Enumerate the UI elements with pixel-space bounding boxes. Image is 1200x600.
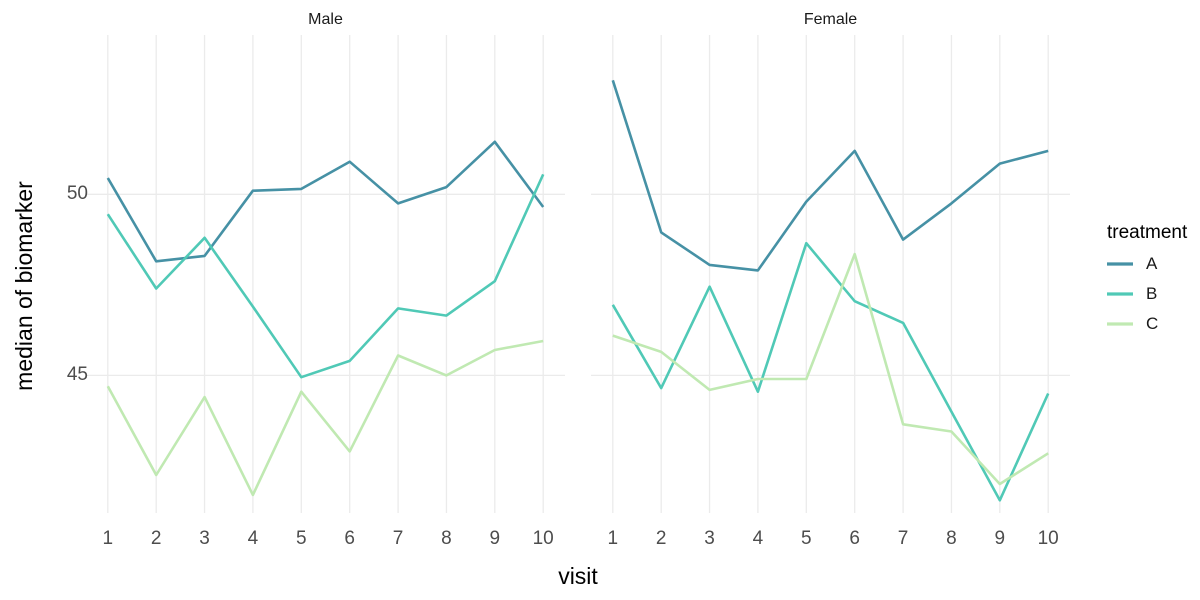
x-tick-label-female-4: 4 <box>752 528 764 549</box>
x-tick-label-male-5: 5 <box>296 528 307 549</box>
legend-key-line-C <box>1107 322 1133 326</box>
legend-title: treatment <box>1107 222 1188 243</box>
y-tick-label-50: 50 <box>66 183 88 205</box>
x-tick-label-female-10: 10 <box>1037 528 1059 549</box>
legend-item-A: A <box>1107 249 1187 279</box>
legend-item-B: B <box>1107 279 1187 309</box>
x-axis-title: visit <box>558 563 598 589</box>
x-tick-label-female-8: 8 <box>946 528 957 549</box>
facet-strip-male: Male <box>308 11 343 28</box>
legend-key-line-A <box>1107 262 1133 266</box>
x-tick-label-male-6: 6 <box>344 528 355 549</box>
x-tick-label-male-7: 7 <box>392 528 404 549</box>
panel-female <box>591 35 1070 513</box>
y-axis-title: median of biomarker <box>11 181 37 391</box>
facet-strip-female: Female <box>803 11 858 28</box>
x-tick-label-male-4: 4 <box>247 528 259 549</box>
panel-male <box>86 35 565 513</box>
legend-item-label-A: A <box>1146 254 1158 273</box>
line-series-A-female <box>611 79 1049 272</box>
x-tick-label-female-7: 7 <box>897 528 909 549</box>
x-tick-label-male-3: 3 <box>199 528 210 549</box>
x-tick-label-male-8: 8 <box>441 528 452 549</box>
y-tick-label-45: 45 <box>66 364 88 386</box>
x-tick-label-male-9: 9 <box>489 528 501 549</box>
legend-item-C: C <box>1107 309 1187 339</box>
line-series-B-male <box>106 173 545 379</box>
x-tick-label-female-3: 3 <box>704 528 715 549</box>
x-tick-label-male-1: 1 <box>102 528 114 549</box>
legend-item-label-B: B <box>1146 284 1158 303</box>
x-tick-label-female-5: 5 <box>801 528 812 549</box>
legend-item-label-C: C <box>1146 314 1159 333</box>
x-tick-label-female-6: 6 <box>849 528 860 549</box>
x-tick-label-male-10: 10 <box>532 528 554 549</box>
line-series-B-female <box>611 241 1050 502</box>
x-tick-label-male-2: 2 <box>150 528 162 549</box>
legend-key-line-B <box>1107 292 1133 296</box>
x-tick-label-female-2: 2 <box>655 528 667 549</box>
line-series-C-male <box>106 339 544 497</box>
plot-area-female <box>591 35 1070 513</box>
x-tick-label-female-1: 1 <box>607 528 619 549</box>
x-tick-label-female-9: 9 <box>994 528 1006 549</box>
line-series-A-male <box>106 140 545 263</box>
plot-area-male <box>86 35 565 513</box>
line-series-C-female <box>612 252 1049 486</box>
